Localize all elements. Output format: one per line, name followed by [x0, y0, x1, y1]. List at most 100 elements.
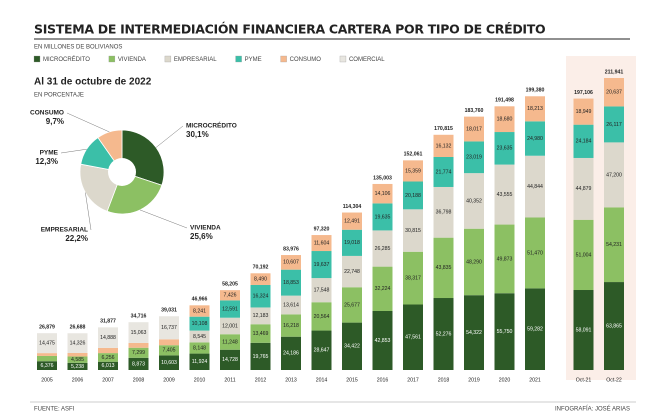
segment-label: 23,019: [466, 155, 482, 161]
total-label: 46,966: [192, 297, 208, 303]
segment-label: 43,835: [436, 265, 452, 271]
bar-segment: [37, 333, 57, 354]
segment-label: 17,548: [314, 288, 330, 294]
bar-segment: [189, 353, 210, 370]
segment-label: 20,564: [314, 314, 330, 320]
bar-segment: [159, 355, 179, 370]
x-tick-label: Oct-22: [606, 377, 622, 383]
bar-segment: [403, 251, 423, 305]
x-tick-label: 2013: [285, 377, 297, 383]
pie-value: 22,2%: [65, 234, 88, 243]
legend-swatch: [235, 55, 242, 63]
bar-segment: [220, 290, 240, 301]
segment-label: 44,844: [527, 184, 543, 190]
bar-segment: [159, 345, 179, 356]
bar-segment: [311, 251, 332, 279]
legend-swatch: [280, 55, 287, 63]
bar-segment: [433, 186, 454, 238]
bar-segment: [250, 284, 271, 308]
bar-segment: [128, 347, 149, 358]
bar-segment: [604, 142, 624, 208]
bar-segment: [67, 333, 88, 353]
segment-label: 55,750: [497, 329, 513, 335]
segment-label: 28,647: [314, 348, 330, 354]
segment-label: 44,879: [576, 186, 592, 192]
total-label: 199,380: [526, 88, 545, 94]
bar-segment: [573, 124, 594, 158]
segment-label: 6,013: [102, 363, 115, 369]
segment-label: 19,635: [375, 214, 391, 220]
x-tick-label: Oct-21: [576, 377, 592, 383]
bar-segment: [372, 230, 393, 267]
pie-category: PYME: [40, 150, 59, 157]
legend-label: VIVIENDA: [118, 57, 146, 63]
segment-label: 8,148: [193, 345, 206, 351]
bar-segment: [494, 293, 515, 370]
bar-segment: [342, 287, 362, 323]
bar-segment: [37, 361, 57, 370]
segment-label: 18,017: [466, 126, 482, 132]
x-tick-label: 2019: [468, 377, 480, 383]
x-tick-label: 2010: [194, 377, 206, 383]
bar-segment: [464, 295, 484, 370]
segment-label: 8,241: [193, 308, 206, 314]
legend-swatch: [108, 55, 116, 63]
segment-label: 18,853: [283, 280, 299, 286]
bar-segment: [37, 353, 57, 356]
source: FUENTE: ASFI: [34, 407, 75, 413]
segment-label: 59,282: [527, 327, 543, 333]
segment-label: 51,004: [576, 252, 592, 258]
total-label: 31,877: [100, 319, 116, 325]
bar-segment: [67, 362, 88, 370]
x-tick-label: 2005: [41, 377, 53, 383]
segment-label: 16,218: [283, 323, 299, 329]
bar-segment: [494, 164, 515, 225]
segment-label: 23,635: [497, 146, 513, 152]
total-label: 26,879: [39, 325, 55, 331]
segment-label: 24,186: [283, 351, 299, 357]
total-label: 152,061: [404, 152, 423, 158]
bar-segment: [433, 156, 454, 187]
segment-label: 7,299: [132, 350, 145, 356]
x-tick-label: 2020: [499, 377, 511, 383]
segment-label: 10,108: [192, 321, 208, 327]
segment-label: 12,491: [344, 219, 360, 225]
total-label: 114,304: [343, 204, 362, 210]
total-label: 135,003: [373, 175, 392, 181]
bar-segment: [433, 237, 454, 299]
bar-segment: [372, 266, 393, 311]
bar-segment: [464, 173, 484, 229]
bar-segment: [159, 339, 179, 346]
bar-segment: [342, 255, 362, 288]
bar-segment: [494, 106, 515, 133]
x-tick-label: 2018: [438, 377, 450, 383]
bar-segment: [67, 356, 88, 363]
bar-segment: [433, 298, 454, 370]
legend-swatch: [339, 55, 347, 63]
segment-label: 54,231: [606, 242, 622, 248]
segment-label: 8,545: [193, 334, 206, 340]
bar-segment: [342, 212, 362, 230]
segment-label: 14,106: [375, 191, 391, 197]
x-tick-label: 2008: [133, 377, 145, 383]
segment-label: 18,949: [576, 109, 592, 115]
x-tick-label: 2009: [163, 377, 175, 383]
segment-label: 54,322: [466, 330, 482, 336]
bar-segment: [342, 322, 362, 370]
segment-label: 8,490: [254, 277, 267, 283]
bar-segment: [37, 355, 57, 362]
segment-label: 18,680: [497, 117, 513, 123]
x-tick-label: 2014: [316, 377, 328, 383]
x-tick-label: 2015: [346, 377, 358, 383]
segment-label: 26,117: [606, 122, 622, 128]
bar-segment: [250, 324, 271, 343]
segment-label: 40,352: [466, 198, 482, 204]
total-label: 34,716: [131, 314, 147, 320]
bar-segment: [372, 203, 393, 231]
x-tick-label: 2016: [377, 377, 389, 383]
x-tick-label: 2011: [224, 377, 235, 383]
total-label: 183,760: [465, 108, 484, 114]
segment-label: 7,405: [163, 348, 176, 354]
segment-label: 38,317: [405, 276, 421, 282]
